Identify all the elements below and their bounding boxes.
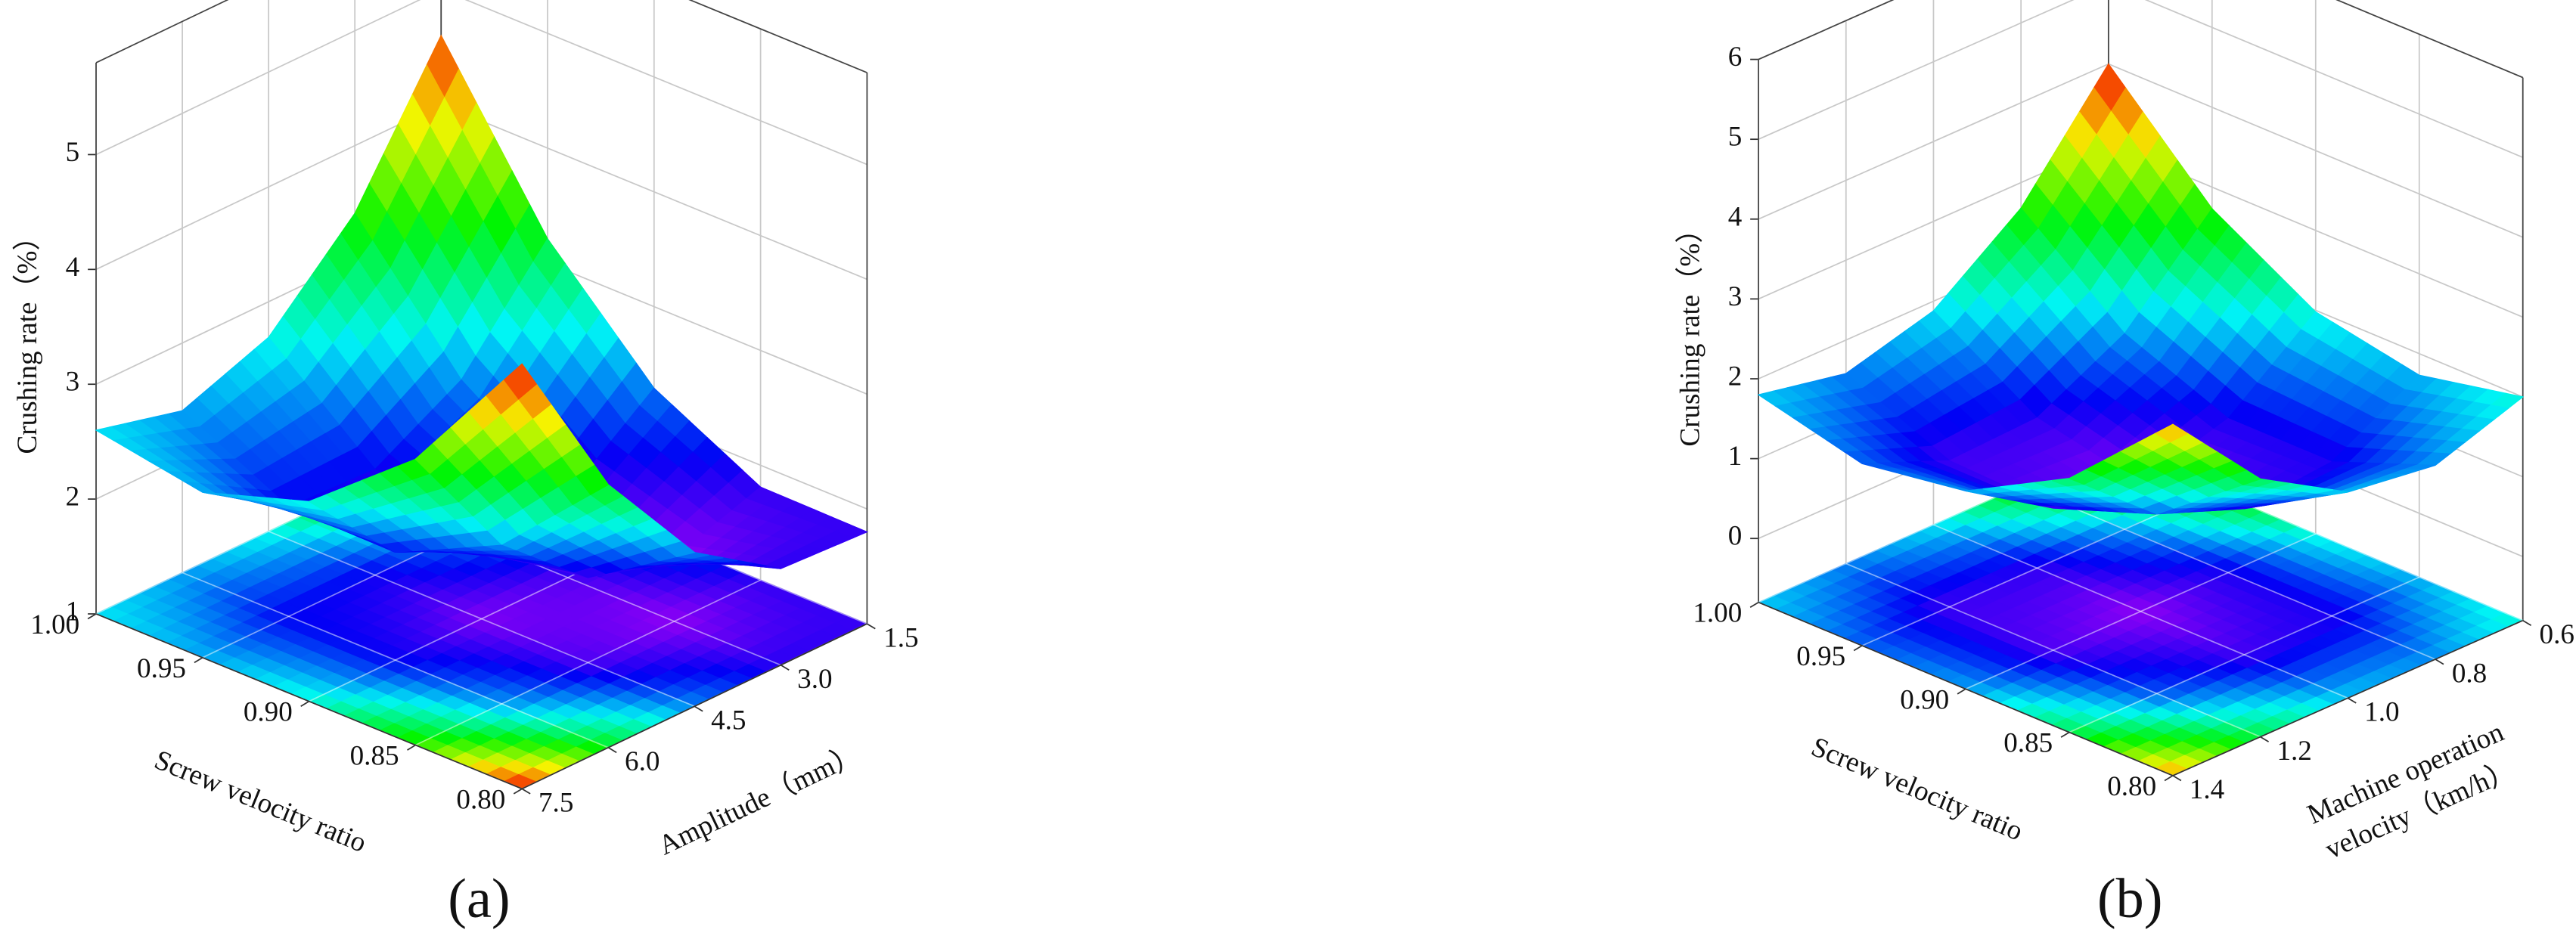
y-tick-label: 3.0 bbox=[797, 664, 832, 695]
x-axis-label: Screw velocity ratio bbox=[1807, 731, 2027, 847]
y-tick-label: 0.8 bbox=[2452, 658, 2487, 689]
z-tick-label: 4 bbox=[1728, 201, 1743, 232]
tick-mark bbox=[694, 705, 703, 712]
tick-mark bbox=[513, 788, 523, 795]
z-tick-label: 3 bbox=[1728, 281, 1743, 312]
x-tick-label: 0.80 bbox=[2107, 771, 2156, 802]
axis-line bbox=[95, 613, 523, 790]
tick-mark bbox=[2522, 619, 2532, 627]
x-axis-label: Screw velocity ratio bbox=[150, 745, 371, 859]
z-tick-label: 3 bbox=[66, 367, 80, 398]
grid-line bbox=[1845, 562, 2261, 738]
box-edge bbox=[1758, 0, 1895, 60]
box-edge bbox=[688, 0, 867, 73]
y-tick-label: 6.0 bbox=[625, 746, 660, 777]
x-tick-label: 0.90 bbox=[1900, 684, 1949, 715]
z-tick-label: 0 bbox=[1728, 521, 1743, 552]
tick-mark bbox=[780, 664, 790, 671]
tick-mark bbox=[1853, 645, 1863, 652]
chart: 1 2 3 4 5 1.00 0.95 0.90 0.85 0.80 1.5 3.0 4.5 6.0 7.5… bbox=[12, 0, 919, 930]
z-axis-label: Crushing rate（%） bbox=[12, 222, 43, 454]
tick-mark bbox=[407, 744, 416, 751]
axis-line bbox=[521, 623, 867, 790]
tick-mark bbox=[2260, 736, 2270, 742]
grid-line bbox=[2020, 485, 2436, 660]
tick-mark bbox=[866, 623, 876, 630]
x-tick-label: 0.85 bbox=[350, 741, 399, 772]
y-tick-label: 0.6 bbox=[2540, 619, 2574, 650]
z-tick-label: 1 bbox=[66, 597, 80, 628]
tick-mark bbox=[2347, 697, 2357, 704]
tick-mark bbox=[87, 613, 97, 620]
panel-label: (a) bbox=[448, 868, 510, 930]
z-tick-label: 1 bbox=[1728, 441, 1743, 472]
z-tick-label: 2 bbox=[1728, 361, 1743, 392]
x-tick-label: 1.00 bbox=[30, 609, 79, 640]
tick-mark bbox=[300, 700, 310, 707]
z-tick-label: 5 bbox=[1728, 122, 1743, 153]
z-tick-label: 2 bbox=[66, 482, 80, 513]
x-tick-label: 0.80 bbox=[456, 784, 505, 815]
tick-mark bbox=[2172, 775, 2182, 782]
tick-mark bbox=[194, 657, 203, 664]
axis-line bbox=[1758, 601, 2174, 776]
box-edge bbox=[95, 0, 229, 64]
y-tick-label: 4.5 bbox=[711, 705, 746, 736]
x-tick-label: 0.85 bbox=[2003, 728, 2053, 759]
tick-mark bbox=[2435, 659, 2444, 665]
tick-mark bbox=[1957, 688, 1966, 695]
z-tick-label: 4 bbox=[66, 252, 80, 283]
x-tick-label: 0.95 bbox=[1796, 641, 1845, 672]
z-tick-label: 5 bbox=[66, 137, 80, 168]
tick-mark bbox=[1749, 601, 1759, 609]
axis-line bbox=[2172, 619, 2524, 776]
y-tick-label: 1.4 bbox=[2190, 774, 2224, 805]
x-tick-label: 0.90 bbox=[244, 697, 293, 728]
y-tick-label: 1.2 bbox=[2277, 736, 2311, 767]
y-tick-label: 7.5 bbox=[538, 788, 573, 819]
grid-line bbox=[1933, 524, 2348, 699]
panel-label: (b) bbox=[2097, 868, 2163, 930]
chart: 0 1 2 3 4 5 6 1.00 0.95 0.90 0.85 0.80 0.6 0.8 1.0 1.2 1… bbox=[1674, 0, 2574, 930]
grid-line bbox=[182, 572, 609, 748]
tick-mark bbox=[2164, 775, 2174, 782]
surface-cell bbox=[503, 363, 538, 400]
tick-mark bbox=[521, 788, 531, 795]
grid-line bbox=[268, 531, 695, 708]
z-axis-label: Crushing rate（%） bbox=[1674, 215, 1705, 447]
y-tick-label: 1.5 bbox=[883, 622, 918, 653]
y-axis-label: Amplitude（mm） bbox=[653, 739, 865, 861]
tick-mark bbox=[2060, 731, 2070, 738]
z-tick-label: 6 bbox=[1728, 42, 1743, 73]
x-tick-label: 1.00 bbox=[1693, 598, 1742, 629]
surface-cell bbox=[2154, 423, 2189, 443]
tick-mark bbox=[607, 747, 617, 754]
y-tick-label: 1.0 bbox=[2364, 697, 2399, 728]
x-tick-label: 0.95 bbox=[137, 653, 186, 684]
box-edge bbox=[2335, 0, 2524, 79]
